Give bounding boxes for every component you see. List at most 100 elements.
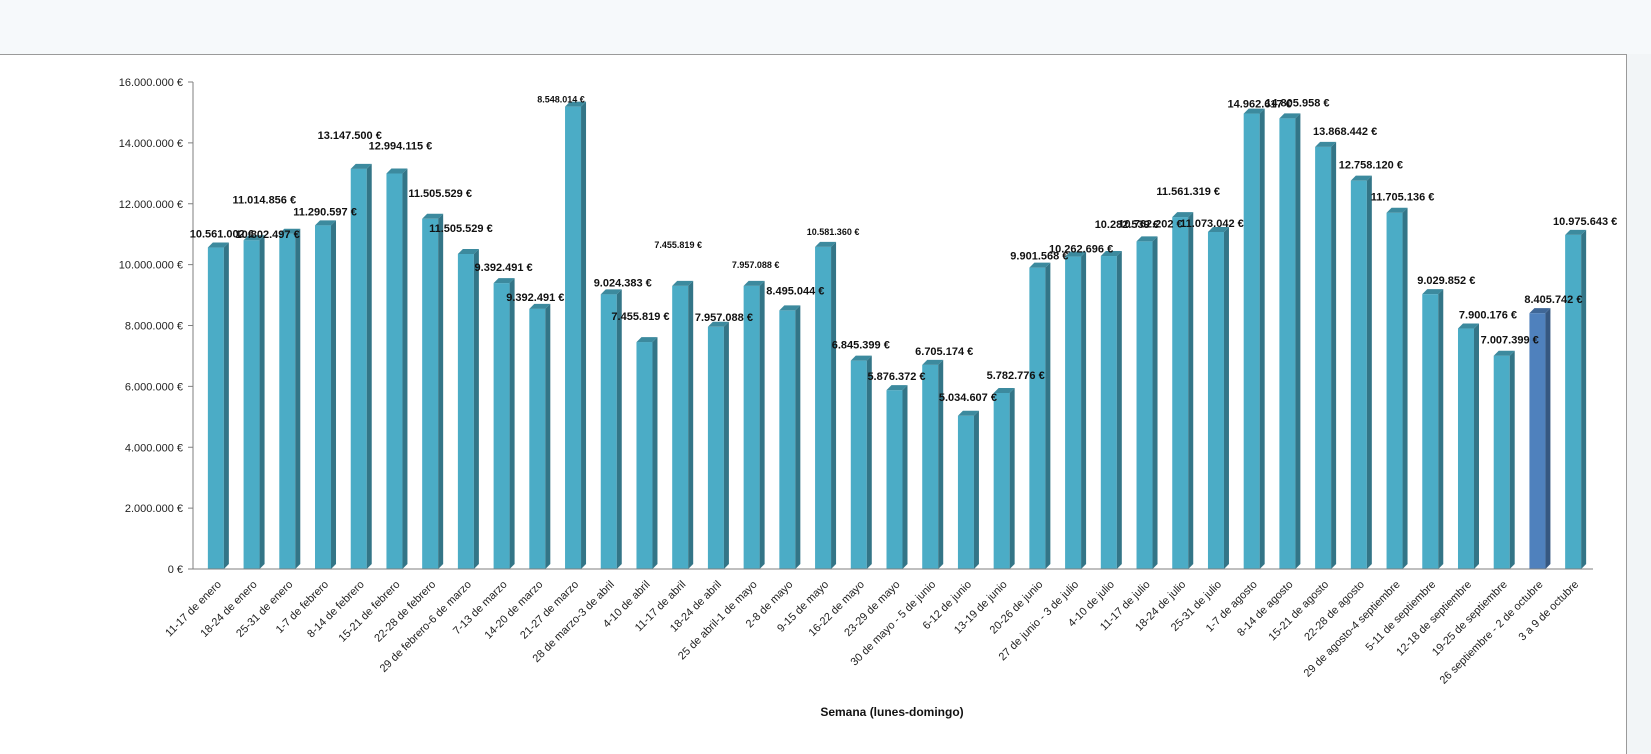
bar-front: [636, 342, 653, 569]
bar-top: [672, 280, 694, 286]
bar-side: [331, 220, 337, 569]
data-label: 7.900.176 €: [1459, 310, 1517, 322]
bar-front: [957, 415, 974, 569]
bar: [1029, 262, 1051, 569]
bar: [779, 305, 801, 569]
bar-side: [902, 385, 908, 569]
data-label: 6.705.174 €: [915, 346, 973, 358]
x-tick-label: 22-28 de febrero: [372, 579, 438, 645]
bar: [1529, 308, 1551, 569]
bar-side: [866, 355, 872, 569]
bar-front: [350, 168, 367, 569]
y-tick-label: 6.000.000 €: [125, 381, 183, 393]
bar: [922, 359, 944, 569]
bar-side: [223, 242, 229, 569]
data-label: 5.034.607 €: [939, 392, 997, 404]
bar-side: [723, 321, 729, 569]
bar-top: [315, 220, 337, 226]
bar-top: [565, 101, 587, 107]
data-label: 9.901.568 €: [1010, 251, 1068, 263]
bar-top: [1422, 289, 1444, 295]
bar: [1422, 289, 1444, 569]
bar-side: [973, 410, 979, 569]
bar-top: [636, 337, 658, 343]
bar-side: [759, 280, 765, 569]
top-band: [0, 0, 1651, 54]
bar-top: [850, 355, 872, 361]
data-label: 10.762.202 €: [1118, 218, 1182, 230]
bar-side: [1045, 262, 1051, 569]
data-label: 7.455.819 €: [654, 240, 702, 250]
bar-front: [207, 247, 224, 569]
data-label: 8.405.742 €: [1524, 294, 1582, 306]
bar-top: [457, 248, 479, 254]
bar-front: [1279, 118, 1296, 569]
bar: [1279, 113, 1301, 569]
bar-top: [1565, 229, 1587, 235]
data-label: 8.495.044 €: [766, 285, 824, 297]
bar-top: [815, 241, 837, 247]
bar-front: [1457, 328, 1474, 569]
bar: [1315, 141, 1337, 569]
bar-front: [1065, 256, 1082, 569]
bar-front: [1565, 234, 1582, 569]
bar-side: [1259, 108, 1265, 569]
y-tick-label: 10.000.000 €: [119, 260, 183, 272]
data-label: 13.868.442 €: [1313, 126, 1377, 138]
data-label: 11.505.529 €: [408, 188, 472, 200]
bar-top: [493, 278, 515, 284]
data-label: 10.802.497 €: [235, 229, 299, 241]
bar: [743, 280, 765, 569]
bar: [207, 242, 229, 569]
data-label: 11.014.856 €: [232, 195, 296, 207]
bar-top: [1065, 251, 1087, 257]
bar-side: [402, 168, 408, 569]
data-label: 8.548.014 €: [537, 95, 585, 105]
bar-front: [993, 392, 1010, 569]
bar-top: [1172, 212, 1194, 218]
data-label: 10.561.002 €: [190, 229, 254, 241]
bar-front: [1315, 146, 1332, 569]
y-tick-label: 4.000.000 €: [125, 442, 183, 454]
bar-front: [1029, 267, 1046, 569]
bar-side: [1402, 207, 1408, 570]
bar: [672, 280, 694, 569]
right-margin-strip: [1627, 54, 1651, 753]
bar-front: [886, 390, 903, 569]
bar-side: [938, 359, 944, 569]
bar: [422, 213, 444, 569]
data-label: 11.073.042 €: [1180, 218, 1244, 230]
data-label: 7.957.088 €: [695, 312, 753, 324]
bar-front: [1243, 113, 1260, 569]
data-label: 11.561.319 €: [1156, 186, 1220, 198]
data-label: 12.994.115 €: [369, 140, 433, 152]
bar-front: [1493, 355, 1510, 569]
bar-side: [1223, 226, 1229, 569]
bar-top: [1493, 350, 1515, 356]
bar: [1350, 175, 1372, 569]
bar-side: [616, 289, 622, 569]
bar: [600, 289, 622, 569]
bar: [386, 168, 408, 569]
data-label: 14.962.617 €: [1228, 99, 1292, 111]
data-label: 5.782.776 €: [987, 370, 1045, 382]
data-label: 9.392.491 €: [506, 292, 564, 304]
bar: [886, 385, 908, 569]
bar-front: [1172, 217, 1189, 569]
y-tick-label: 14.000.000 €: [119, 138, 183, 150]
x-axis-title: Semana (lunes-domingo): [820, 705, 963, 719]
y-axis: 0 € 2.000.000 € 4.000.000 € 6.000.000 € 8.00…: [119, 77, 194, 576]
bar: [315, 220, 337, 569]
bar-side: [1509, 350, 1515, 569]
bar-top: [386, 168, 408, 174]
data-label: 6.845.399 €: [832, 340, 890, 352]
data-label: 12.758.120 €: [1339, 160, 1403, 172]
bar-side: [259, 235, 265, 570]
bar: [1386, 207, 1408, 570]
bar-top: [350, 163, 372, 169]
bar-top: [1029, 262, 1051, 268]
bar-side: [366, 163, 372, 569]
bar-side: [1331, 141, 1337, 569]
bar-side: [1116, 251, 1122, 570]
